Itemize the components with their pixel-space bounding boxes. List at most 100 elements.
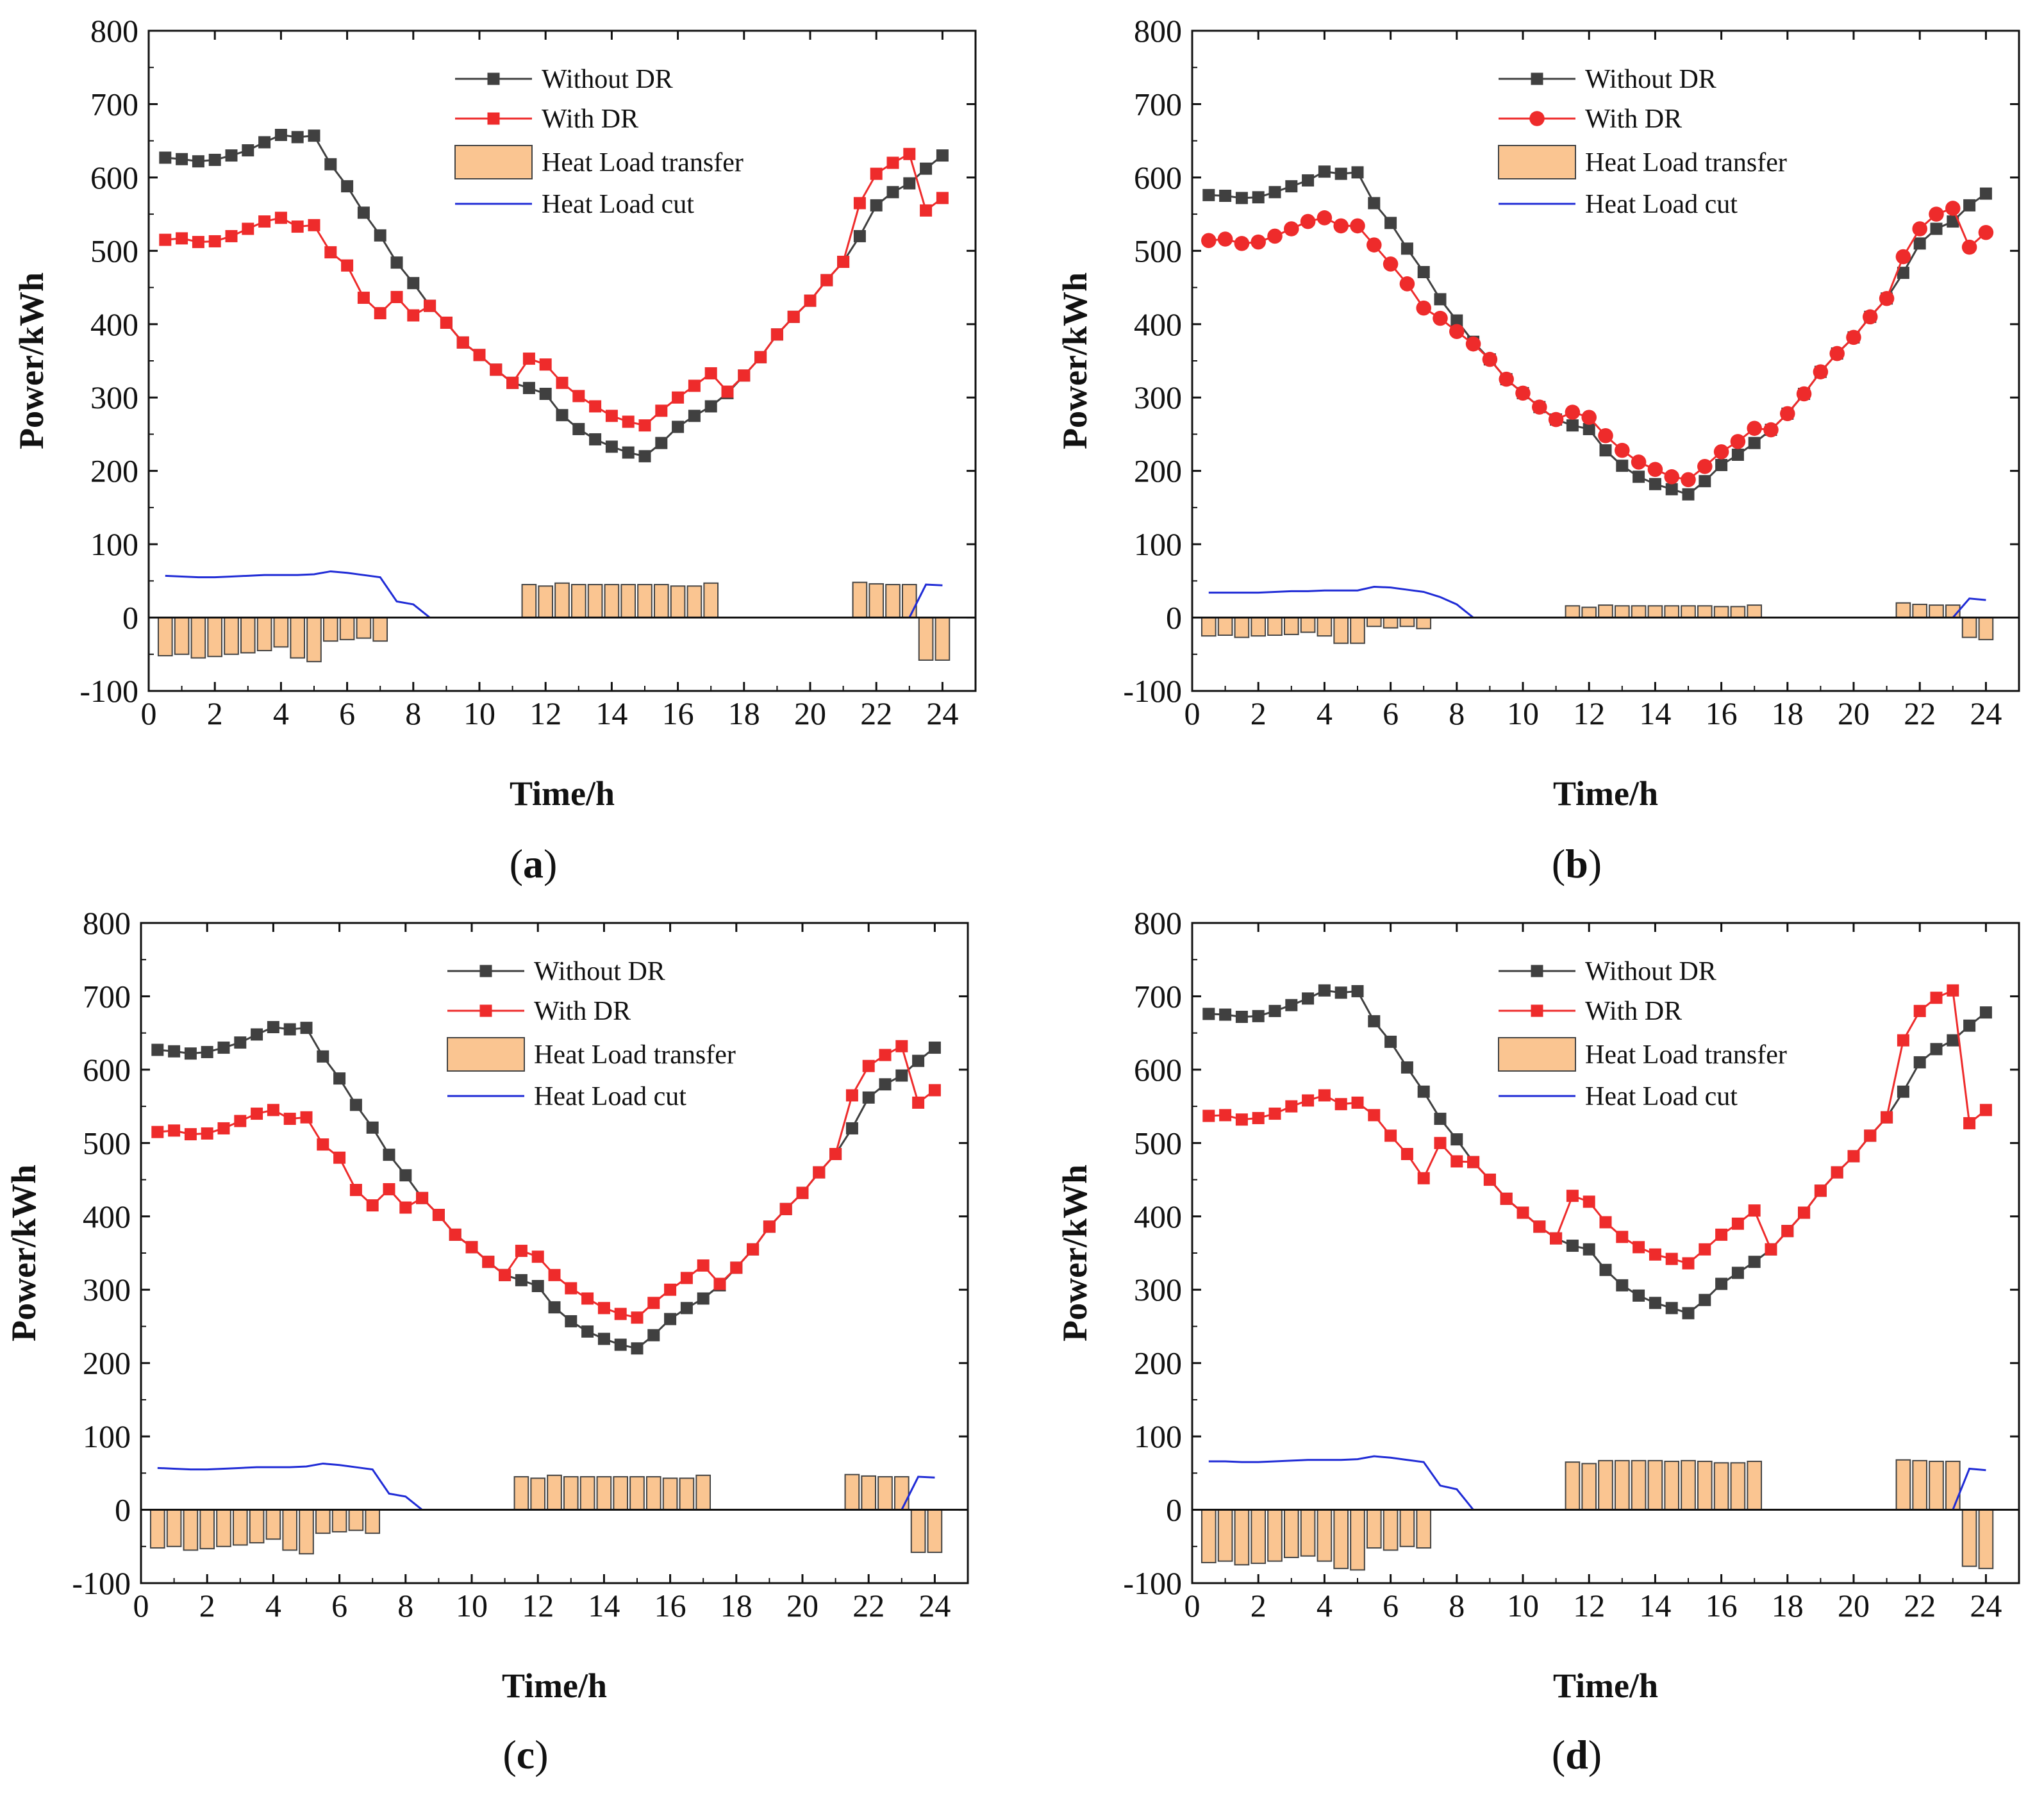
with-dr-point [1566, 1190, 1579, 1202]
transfer-bar [216, 1509, 231, 1547]
with-dr-point [432, 1208, 445, 1221]
transfer-bar [1647, 605, 1663, 619]
legend-without-label: Without DR [1585, 65, 1716, 94]
with-dr-point [1798, 1206, 1811, 1219]
without-dr-point [647, 1329, 660, 1341]
transfer-bar [653, 584, 669, 619]
transfer-bar [1383, 617, 1399, 629]
with-dr-point [770, 328, 783, 341]
with-dr-point [1219, 1109, 1232, 1122]
transfer-bar [1283, 617, 1299, 635]
with-dr-point [879, 1049, 892, 1061]
y-tick-label: 0 [115, 1492, 131, 1528]
with-dr-point [1664, 469, 1679, 485]
without-dr-point [1616, 1279, 1629, 1292]
transfer-bar [1631, 605, 1647, 619]
with-dr-point [1449, 324, 1465, 340]
with-dr-point [1895, 249, 1911, 265]
transfer-bar [348, 1509, 364, 1531]
with-dr-point [1217, 231, 1233, 247]
without-dr-point [655, 436, 668, 449]
x-tick-label: 2 [199, 1588, 215, 1624]
transfer-bar [662, 1477, 678, 1511]
with-dr-point [449, 1228, 461, 1241]
without-dr-point [1417, 266, 1430, 279]
x-tick-label: 14 [1639, 1588, 1671, 1624]
with-dr-point [399, 1201, 412, 1214]
transfer-bar [232, 1509, 248, 1546]
transfer-bar [249, 1509, 265, 1544]
without-dr-point [1963, 1019, 1976, 1032]
transfer-bar [538, 585, 554, 619]
with-dr-point [1847, 1150, 1860, 1163]
transfer-bar [1416, 1509, 1432, 1549]
with-dr-point [1400, 1148, 1413, 1160]
with-dr-point [407, 309, 420, 322]
chart-panel-d: 0 2 4 6 8 10 12 14 16 18 20 22 24-100010020030040050… [1056, 905, 2020, 1777]
with-dr-point [300, 1111, 313, 1124]
transfer-bar [547, 1474, 562, 1511]
without-dr-point [688, 410, 701, 422]
with-dr-point [539, 358, 552, 371]
legend-without-marker [1531, 72, 1543, 85]
without-dr-point [341, 180, 354, 193]
without-dr-point [548, 1301, 561, 1314]
without-dr-point [349, 1099, 362, 1111]
without-dr-point [1699, 475, 1711, 488]
transfer-bar [1250, 1509, 1267, 1565]
without-dr-point [324, 158, 337, 170]
heat-load-cut-line [1952, 1467, 1986, 1511]
legend-with-marker [1529, 111, 1545, 126]
x-tick-label: 4 [1317, 1588, 1333, 1624]
x-tick-label: 8 [397, 1588, 413, 1624]
without-dr-point [556, 409, 569, 422]
without-dr-point [1252, 191, 1265, 204]
x-tick-label: 10 [1507, 1588, 1539, 1624]
without-dr-point [407, 277, 420, 290]
transfer-bar [1747, 1461, 1763, 1511]
without-dr-point [1947, 1034, 1959, 1047]
transfer-bar [910, 1509, 926, 1553]
with-dr-point [1334, 1098, 1347, 1111]
with-dr-point [1284, 221, 1299, 237]
panel-caption: (d) [1552, 1732, 1602, 1777]
without-dr-point [151, 1043, 164, 1056]
transfer-bar [1730, 606, 1746, 619]
with-dr-point [283, 1113, 296, 1125]
transfer-bar [620, 584, 636, 619]
transfer-bar [1697, 1461, 1713, 1511]
without-dr-point [895, 1069, 908, 1082]
with-dr-point [1912, 221, 1927, 237]
with-dr-point [1318, 1089, 1331, 1102]
transfer-bar [1747, 604, 1763, 619]
legend-transfer-swatch [454, 145, 533, 179]
without-dr-point [1434, 1113, 1447, 1125]
transfer-bar [1961, 1509, 1977, 1567]
with-dr-point [565, 1282, 577, 1295]
x-tick-label: 20 [1838, 1588, 1870, 1624]
caption-letter: b [1565, 841, 1588, 886]
with-dr-point [1863, 309, 1878, 325]
y-tick-label: 600 [1134, 1052, 1182, 1088]
with-dr-point [1615, 442, 1630, 458]
with-dr-point [366, 1199, 379, 1212]
with-dr-point [730, 1261, 743, 1274]
without-dr-point [1665, 1302, 1678, 1315]
y-tick-label: 500 [90, 233, 138, 269]
with-dr-point [291, 220, 304, 233]
with-dr-point [813, 1166, 826, 1179]
transfer-bar [885, 584, 901, 619]
with-dr-point [482, 1256, 495, 1268]
with-dr-point [804, 294, 817, 307]
legend-with-marker [479, 1004, 492, 1017]
with-dr-point [1516, 1206, 1529, 1219]
transfer-bar [1317, 617, 1333, 637]
transfer-bar [1713, 1462, 1729, 1511]
x-tick-label: 8 [1449, 1588, 1465, 1624]
transfer-bar [1399, 1509, 1415, 1547]
with-dr-point [886, 156, 899, 169]
legend-without-marker [1531, 965, 1543, 977]
with-dr-point [1533, 1220, 1546, 1233]
without-dr-point [1384, 217, 1397, 229]
with-dr-point [936, 192, 949, 204]
